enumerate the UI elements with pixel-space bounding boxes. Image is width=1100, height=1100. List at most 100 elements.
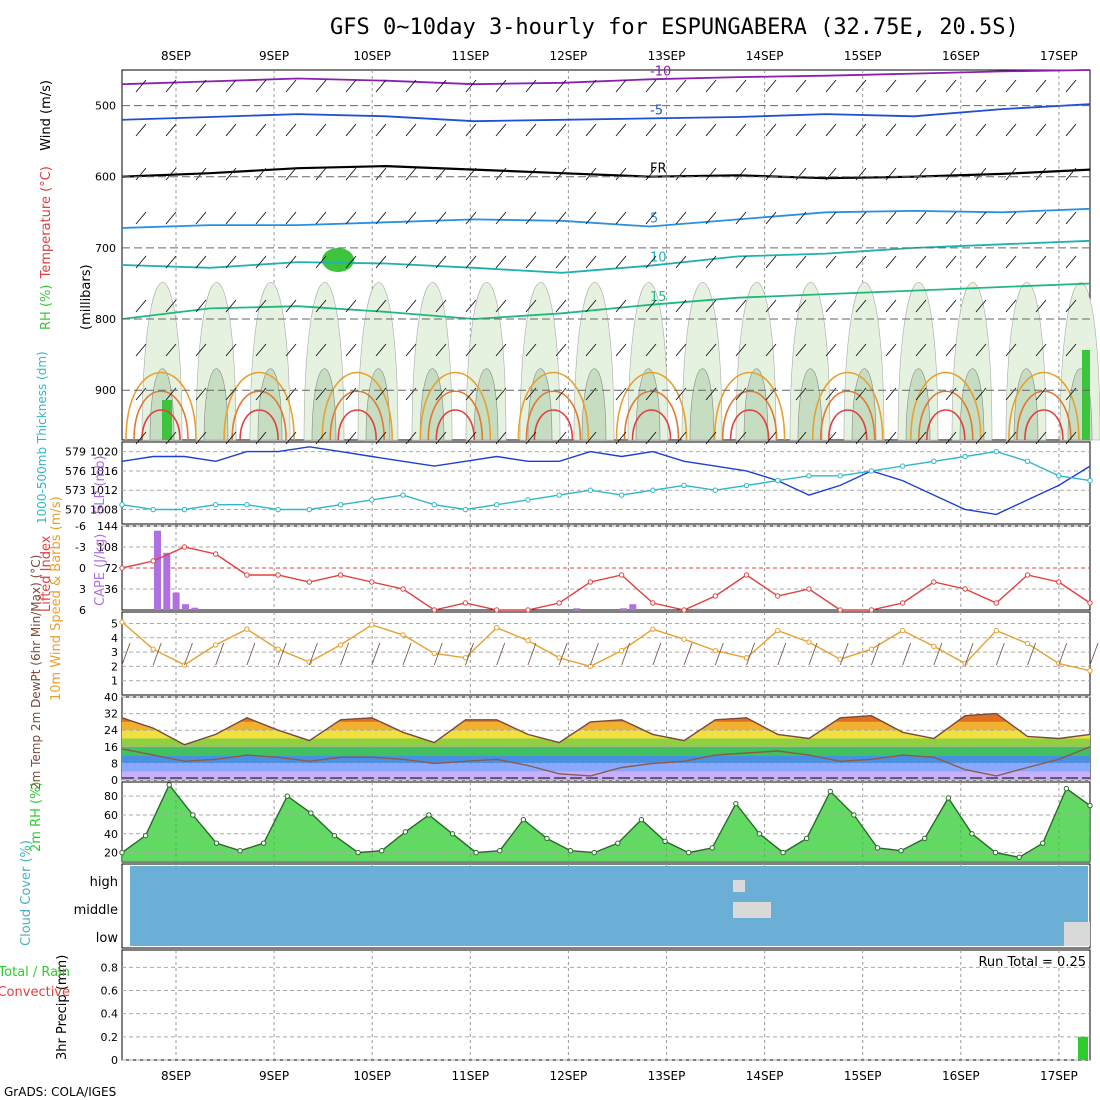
panel-frame-cloud [121, 863, 1091, 949]
panel-frame-wind [121, 611, 1091, 696]
wind-barb [435, 123, 447, 137]
lifted-point [494, 607, 500, 613]
wind-barb [705, 79, 717, 93]
wind-barb [195, 431, 207, 445]
lifted-point [244, 572, 250, 578]
thickness-point [868, 468, 875, 474]
wind-barb [555, 387, 567, 401]
wind-barb [945, 167, 957, 181]
wind-barb [495, 299, 507, 313]
rh-point [851, 812, 857, 818]
cape-tick: 108 [97, 541, 118, 554]
wind-speed-point [275, 646, 281, 652]
temp-tick: 32 [104, 708, 118, 721]
wind-barb [765, 431, 777, 445]
lifted-point [556, 600, 562, 606]
wind-barb [915, 79, 927, 93]
wind-barb [855, 431, 867, 445]
wind-barb [585, 255, 597, 269]
thickness-tick: 576 [65, 465, 86, 478]
wind-barb [315, 211, 327, 225]
wind-barb [465, 255, 477, 269]
wind-barb [945, 343, 957, 357]
wind-barb [555, 211, 567, 225]
wind-barb [705, 431, 717, 445]
wind-ylabel: 10m Wind Speed & Barbs (m/s) [49, 496, 64, 701]
upper-air-ylabel: Wind (m/s) [39, 80, 54, 151]
wind-barb [195, 255, 207, 269]
wind-barb [255, 343, 267, 357]
lifted-point [337, 572, 344, 578]
wind-barb [195, 167, 207, 181]
wind-barb [915, 431, 927, 445]
rh-point [426, 812, 432, 818]
wind-speed-point [525, 637, 531, 644]
temp-line [121, 712, 1091, 746]
lifted-point [369, 579, 375, 585]
wind-barb [255, 167, 267, 181]
wind-barb [165, 167, 177, 181]
rh-line [121, 783, 1091, 859]
lifted-point [431, 607, 437, 613]
wind-barb [195, 123, 207, 137]
wind-barb [555, 79, 567, 93]
wind-speed-point [775, 627, 781, 634]
isotherm--10 [121, 69, 1091, 86]
wind-barb [345, 211, 357, 225]
wind-barb [195, 299, 207, 313]
slp-tick: 1020 [90, 446, 118, 459]
isotherm-10 [121, 239, 1091, 274]
surface-wind-barb [496, 642, 506, 666]
wind-barb [345, 167, 357, 181]
lifted-point [681, 607, 687, 613]
thickness-tick: 579 [65, 446, 86, 459]
surface-isotherm [631, 409, 672, 441]
surface-wind-barb [777, 642, 787, 666]
cloud-cover-area [130, 866, 1088, 946]
wind-barb [885, 123, 897, 137]
wind-barb [225, 123, 237, 137]
wind-barb [765, 167, 777, 181]
wind-barb [165, 343, 177, 357]
lifted-point [650, 600, 656, 606]
surface-isotherm [918, 390, 974, 441]
wind-barb [615, 431, 627, 445]
wind-barb [195, 211, 207, 225]
wind-barb [705, 211, 717, 225]
wind-barb [405, 79, 417, 93]
wind-barb [285, 255, 297, 269]
wind-speed-point [743, 655, 750, 661]
wind-barb [975, 123, 987, 137]
wind-barb [375, 123, 387, 137]
cloud-gray-patch [733, 902, 771, 918]
wind-barb [1065, 299, 1077, 313]
thickness-point [931, 458, 937, 464]
wind-barb [345, 79, 357, 93]
lifted-tick: 0 [79, 562, 86, 575]
lifted-tick: 6 [79, 604, 86, 617]
rh-shading [1013, 368, 1039, 441]
wind-barb [375, 211, 387, 225]
wind-barb [525, 211, 537, 225]
rh-point [803, 835, 810, 842]
lifted-point [806, 586, 812, 592]
rh-shading [162, 400, 172, 440]
cloud-ylabel: Cloud Cover (%) [19, 840, 34, 946]
cloud-level-label: low [96, 931, 119, 946]
wind-barb [1005, 255, 1017, 269]
day-label-top: 13SEP [648, 49, 686, 63]
wind-barb [405, 431, 417, 445]
thickness-point [337, 502, 344, 508]
thickness-point [212, 502, 219, 508]
rh-point [520, 816, 527, 823]
wind-barb [135, 123, 147, 137]
wind-barb [855, 211, 867, 225]
rh-point [142, 832, 149, 839]
thickness-point [618, 492, 625, 498]
temp-tick: 40 [104, 691, 118, 704]
wind-barb [1035, 211, 1047, 225]
cape-bar [163, 552, 171, 610]
thickness-point [1024, 458, 1031, 464]
surface-isotherm [827, 409, 868, 441]
